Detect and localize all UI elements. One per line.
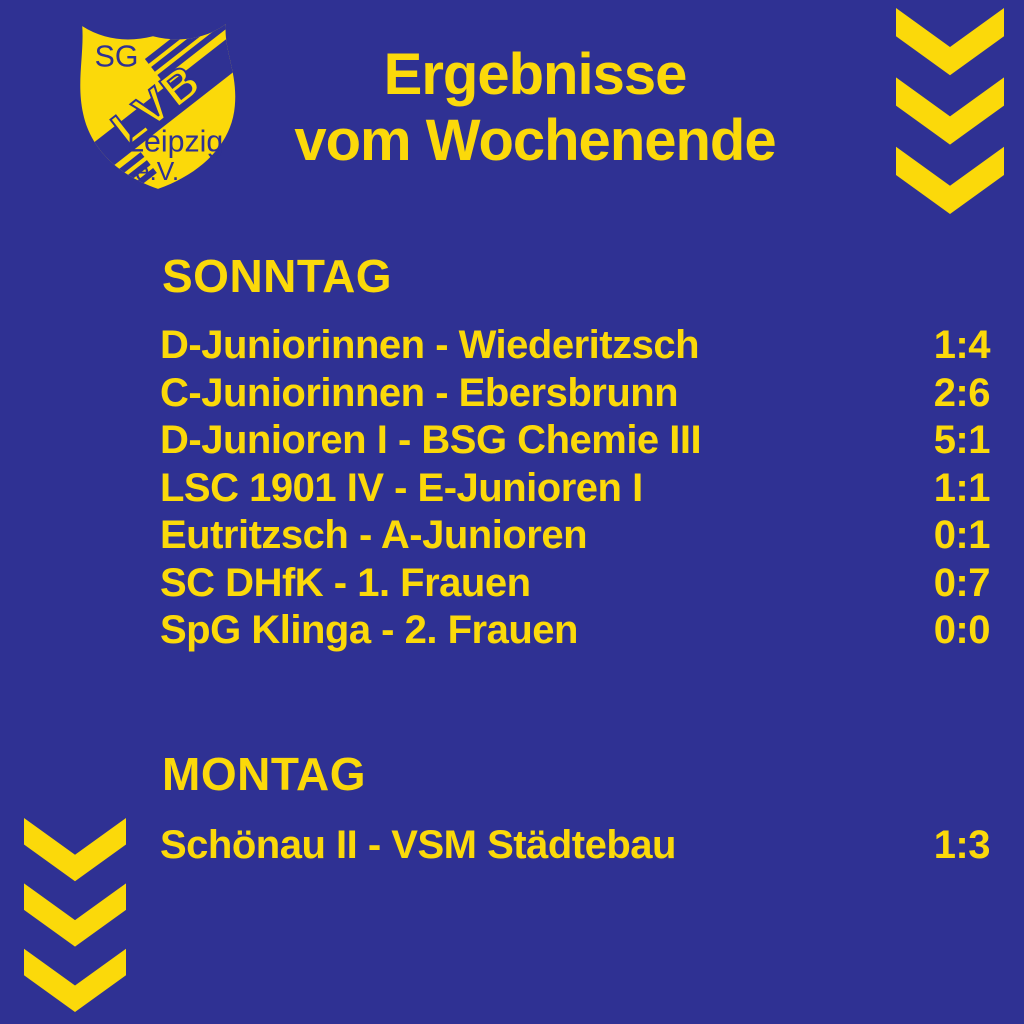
match-fixture: LSC 1901 IV - E-Junioren I	[160, 465, 643, 510]
wing-stripe	[80, 160, 151, 189]
logo-top-text: SG	[95, 41, 139, 74]
logo-city-text: Leipzig	[127, 125, 223, 158]
day-heading-montag: MONTAG	[162, 748, 367, 800]
chevron-down-icon	[24, 818, 126, 1012]
results-list-montag: Schönau II - VSM Städtebau 1:3	[160, 822, 991, 870]
match-row: D-Junioren I - BSG Chemie III 5:1	[160, 417, 991, 465]
club-logo: LVB SG Leipzig e.V.	[70, 10, 242, 202]
match-fixture: SpG Klinga - 2. Frauen	[160, 608, 578, 652]
chevron-down-icon	[896, 8, 1004, 214]
match-score: 5:1	[933, 418, 991, 462]
match-score: 0:0	[933, 608, 991, 652]
results-list-sonntag: D-Juniorinnen - Wiederitzsch 1:4 C-Junio…	[160, 322, 991, 655]
chevron-down-icon	[24, 818, 126, 1012]
title-line-2: vom Wochenende	[294, 108, 776, 173]
title-line-1: Ergebnisse	[383, 42, 688, 107]
match-row: Schönau II - VSM Städtebau 1:3	[160, 822, 991, 870]
chevron-down-icon	[896, 8, 1004, 214]
match-fixture: D-Junioren I - BSG Chemie III	[160, 418, 702, 462]
match-score: 1:3	[933, 823, 991, 867]
day-heading-sonntag: SONNTAG	[162, 250, 393, 302]
match-fixture: C-Juniorinnen - Ebersbrunn	[160, 370, 679, 415]
wing-stripe	[151, 24, 231, 72]
match-fixture: Schönau II - VSM Städtebau	[160, 823, 676, 867]
match-row: Eutritzsch - A-Junioren 0:1	[160, 512, 991, 560]
match-score: 1:1	[933, 465, 991, 510]
match-fixture: D-Juniorinnen - Wiederitzsch	[160, 323, 700, 367]
page-title: Ergebnisse vom Wochenende	[230, 42, 840, 174]
match-row: SC DHfK - 1. Frauen 0:7	[160, 560, 991, 608]
match-row: SpG Klinga - 2. Frauen 0:0	[160, 607, 991, 655]
match-fixture: Eutritzsch - A-Junioren	[160, 513, 588, 557]
club-crest-icon: LVB SG Leipzig e.V.	[80, 24, 236, 189]
logo-suffix-text: e.V.	[135, 156, 179, 186]
wing-stripe	[157, 24, 236, 80]
match-score: 0:1	[933, 513, 991, 557]
match-row: C-Juniorinnen - Ebersbrunn 2:6	[160, 370, 991, 418]
match-score: 1:4	[933, 323, 991, 367]
match-row: D-Juniorinnen - Wiederitzsch 1:4	[160, 322, 991, 370]
match-score: 2:6	[933, 370, 991, 415]
match-fixture: SC DHfK - 1. Frauen	[160, 560, 531, 605]
match-score: 0:7	[933, 560, 991, 605]
match-row: LSC 1901 IV - E-Junioren I 1:1	[160, 465, 991, 513]
